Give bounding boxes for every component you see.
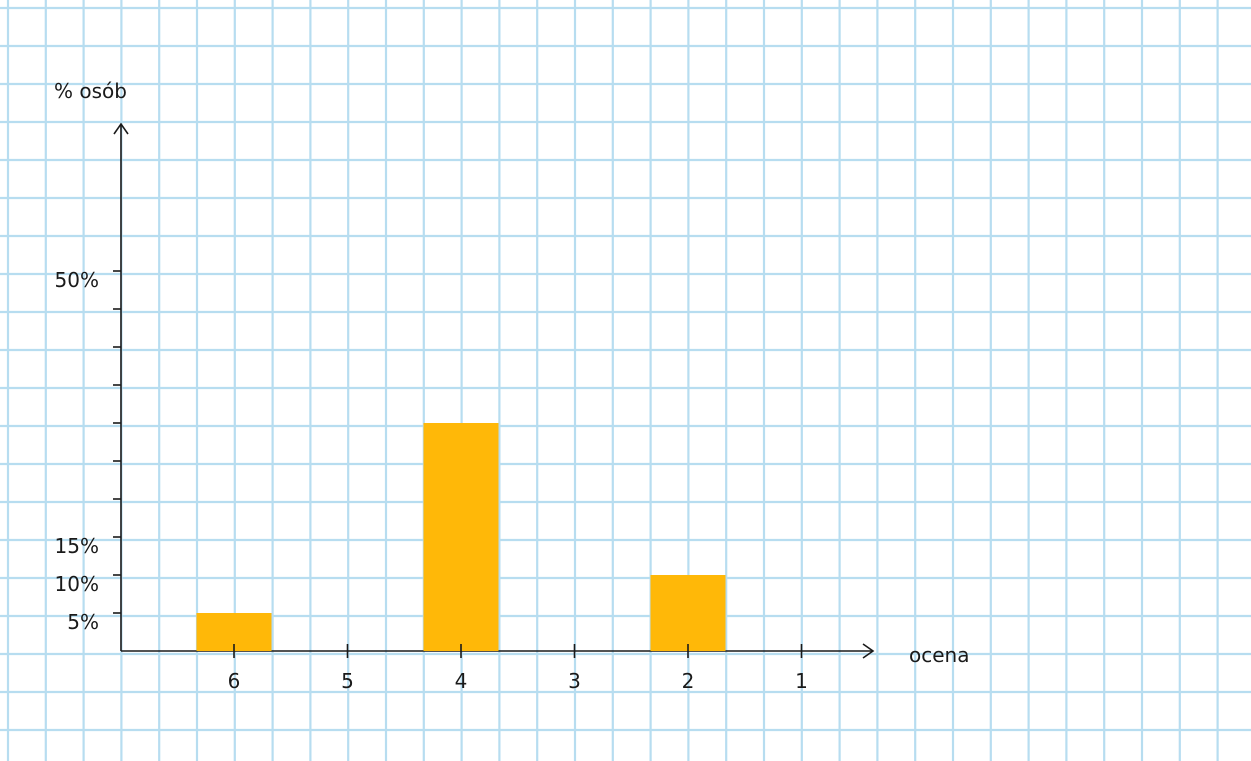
y-tick-label: 15% bbox=[55, 534, 99, 558]
y-tick-label: 50% bbox=[55, 268, 99, 292]
y-axis-arrow-icon bbox=[113, 122, 129, 135]
x-tick-label: 6 bbox=[228, 669, 241, 693]
bar-4 bbox=[423, 423, 499, 651]
y-ticks: 5% 10% 15% 50% bbox=[55, 268, 121, 634]
x-tick-label: 3 bbox=[568, 669, 581, 693]
x-axis-label: ocena bbox=[909, 643, 969, 667]
y-tick-label: 5% bbox=[67, 610, 99, 634]
y-tick-label: 10% bbox=[55, 572, 99, 596]
x-tick-label: 4 bbox=[455, 669, 468, 693]
bar-2 bbox=[650, 575, 726, 651]
x-tick-label: 5 bbox=[341, 669, 354, 693]
y-axis-label: % osób bbox=[54, 79, 127, 103]
x-tick-label: 1 bbox=[795, 669, 808, 693]
x-axis-arrow-icon bbox=[862, 643, 875, 659]
x-ticks: 6 5 4 3 2 1 bbox=[228, 644, 808, 693]
bars bbox=[196, 423, 726, 651]
x-tick-label: 2 bbox=[682, 669, 695, 693]
